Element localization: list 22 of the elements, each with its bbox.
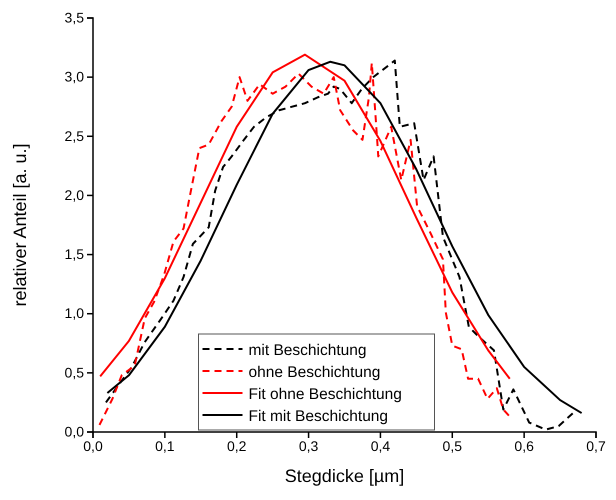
x-tick-label: 0,5	[442, 438, 462, 454]
x-tick-label: 0,0	[83, 438, 103, 454]
legend-label: mit Beschichtung	[248, 342, 367, 359]
legend-label: Fit mit Beschichtung	[248, 408, 388, 425]
x-tick-label: 0,1	[155, 438, 175, 454]
legend-label: Fit ohne Beschichtung	[248, 386, 402, 403]
x-tick-label: 0,4	[370, 438, 390, 454]
x-axis-title: Stegdicke [µm]	[284, 466, 404, 486]
x-tick-label: 0,3	[298, 438, 319, 454]
y-tick-label: 0,5	[64, 364, 84, 380]
y-tick-label: 2,5	[64, 128, 84, 144]
x-tick-label: 0,6	[514, 438, 534, 454]
y-axis-title: relativer Anteil [a. u.]	[10, 143, 30, 307]
y-tick-label: 3,5	[64, 9, 84, 26]
legend-label: ohne Beschichtung	[248, 364, 380, 381]
y-tick-label: 0,0	[64, 423, 84, 440]
y-tick-label: 2,0	[64, 186, 84, 203]
x-tick-label: 0,2	[226, 438, 247, 454]
y-tick-label: 1,5	[64, 246, 84, 262]
x-tick-label: 0,7	[586, 438, 606, 454]
y-tick-label: 3,0	[64, 68, 84, 85]
y-tick-label: 1,0	[64, 305, 84, 322]
